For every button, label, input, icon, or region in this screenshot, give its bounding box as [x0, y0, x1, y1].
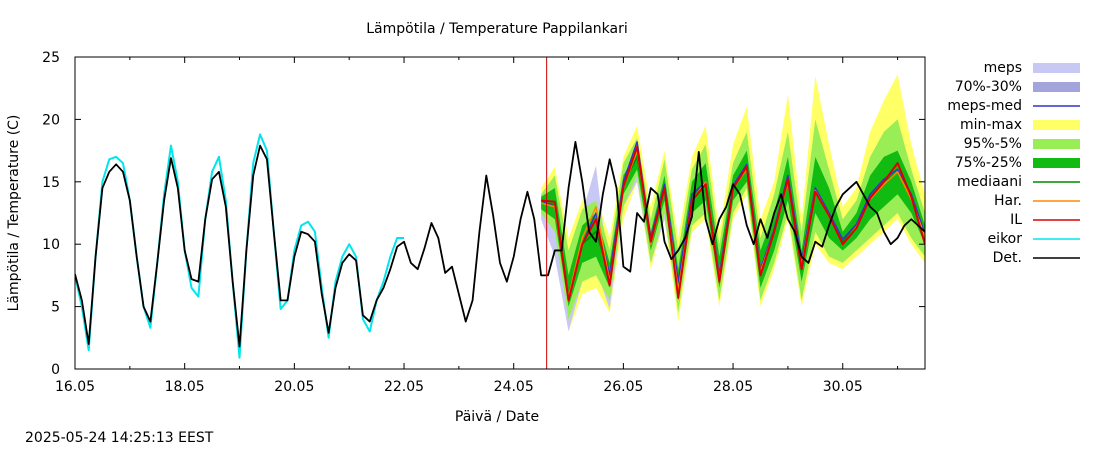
y-tick-label: 0 [51, 362, 60, 378]
legend-label: eikor [988, 231, 1023, 247]
x-tick-label: 24.05 [494, 379, 534, 395]
il-line [541, 145, 925, 302]
legend-label: 75%-25% [955, 155, 1022, 171]
x-tick-label: 28.05 [713, 379, 753, 395]
x-tick-label: 30.05 [823, 379, 863, 395]
legend-swatch [1033, 139, 1080, 149]
x-tick-label: 22.05 [384, 379, 424, 395]
legend-label: meps [984, 60, 1022, 76]
plot-area [75, 57, 925, 369]
legend-swatch [1033, 63, 1080, 73]
legend-label: Har. [994, 193, 1022, 209]
legend-label: Det. [993, 250, 1022, 266]
x-tick-label: 26.05 [603, 379, 643, 395]
legend-label: 70%-30% [955, 79, 1022, 95]
eikor-line [75, 133, 405, 359]
plot-frame [74, 56, 926, 370]
x-tick-label: 16.05 [55, 379, 95, 395]
p75-band [541, 150, 925, 307]
legend-label: IL [1010, 212, 1022, 228]
x-tick-label: 20.05 [274, 379, 314, 395]
legend: meps 70%-30% meps-med min-max 95%-5% 75%-25% m… [947, 60, 1080, 266]
legend-label: mediaani [957, 174, 1022, 190]
legend-swatch [1033, 120, 1080, 130]
x-axis-label: Päivä / Date [455, 409, 539, 425]
y-tick-label: 10 [42, 237, 60, 253]
x-tick-label: 18.05 [165, 379, 205, 395]
legend-label: 95%-5% [964, 136, 1022, 152]
y-tick-label: 5 [51, 300, 60, 316]
y-tick-label: 20 [42, 112, 60, 128]
axes: 0 5 10 15 20 25 16.05 18.05 20.05 22.05 24.05 26.05… [42, 50, 926, 395]
legend-swatch [1033, 82, 1080, 92]
legend-label: min-max [960, 117, 1022, 133]
legend-swatch [1033, 158, 1080, 168]
legend-label: meps-med [947, 98, 1022, 114]
y-tick-label: 15 [42, 175, 60, 191]
chart-title: Lämpötila / Temperature Pappilankari [366, 21, 628, 37]
det-line [75, 140, 925, 348]
series-group [75, 74, 925, 359]
timestamp: 2025-05-24 14:25:13 EEST [25, 430, 214, 446]
y-axis-label: Lämpötila / Temperature (C) [6, 115, 22, 312]
y-tick-label: 25 [42, 50, 60, 66]
